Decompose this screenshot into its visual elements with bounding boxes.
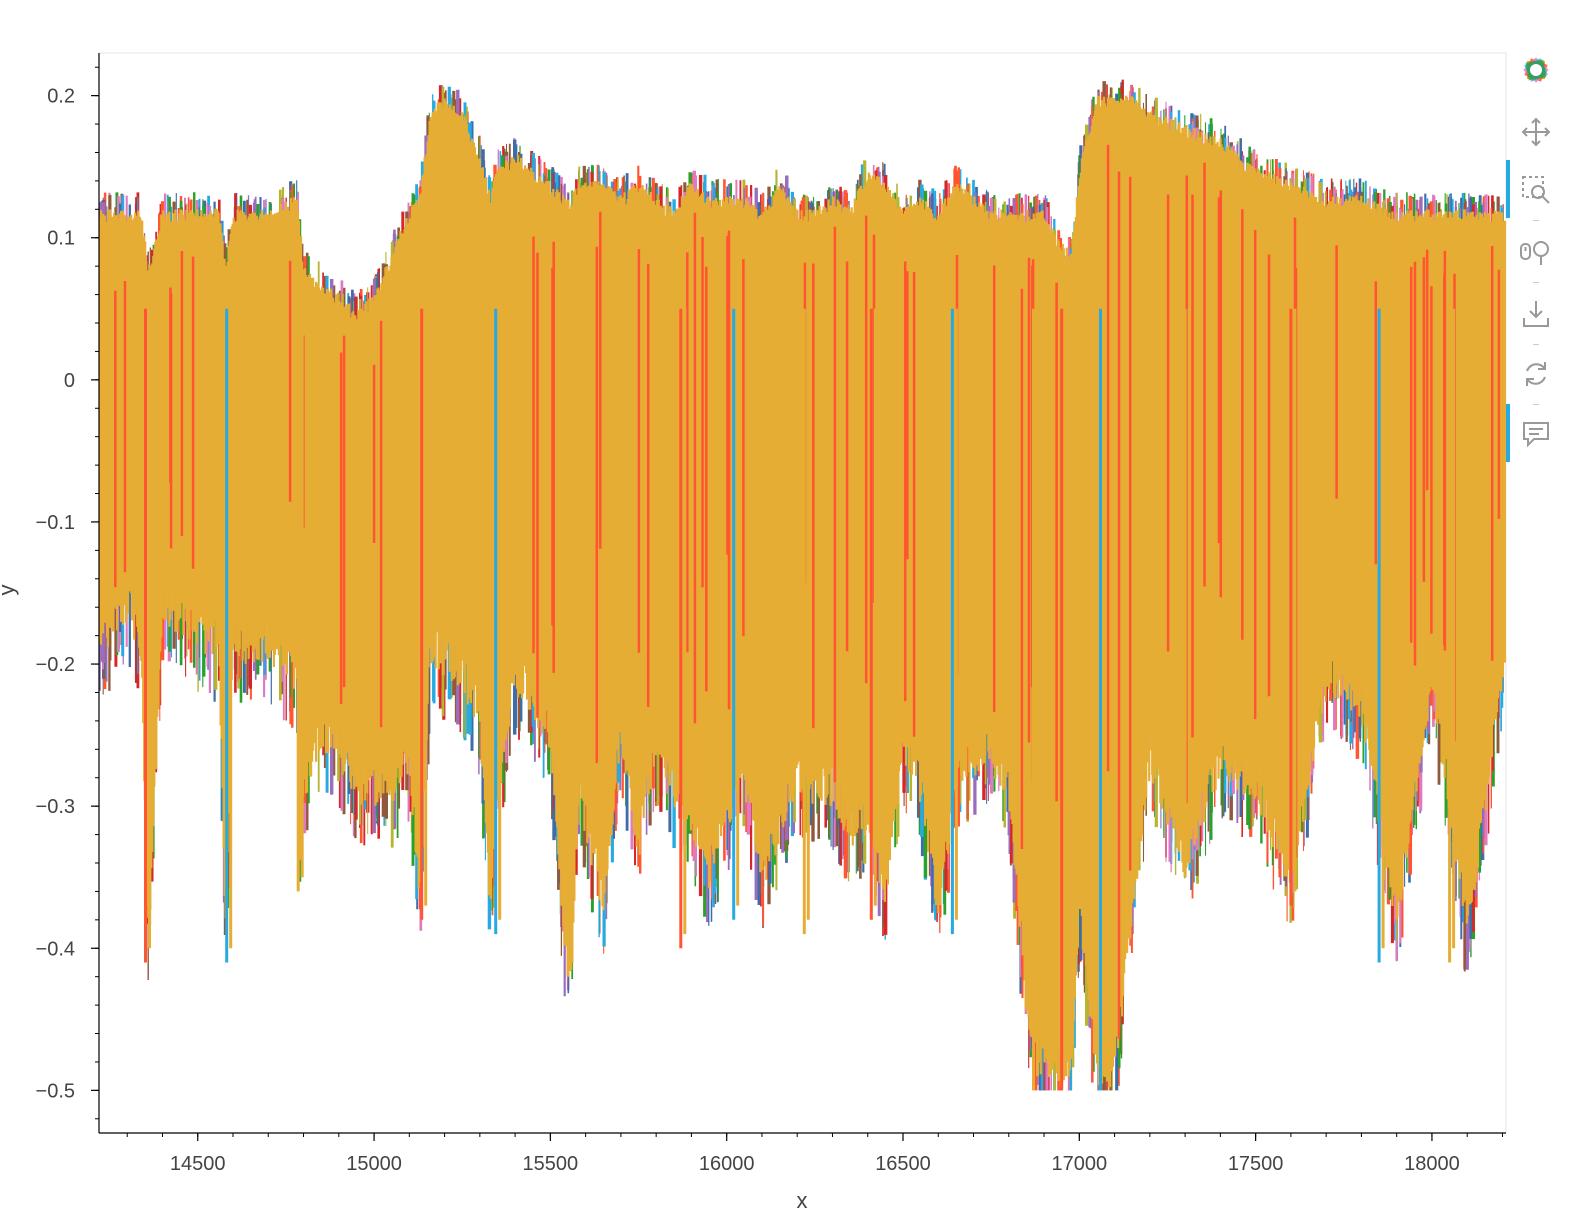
y-tick-label: −0.1: [36, 512, 75, 534]
x-tick-label: 15500: [523, 1153, 579, 1175]
active-tool-indicator: [1506, 404, 1510, 462]
x-tick-label: 16000: [699, 1153, 755, 1175]
x-tick-label: 17000: [1052, 1153, 1108, 1175]
x-axis-label: x: [797, 1188, 808, 1210]
y-tick-label: 0.2: [47, 86, 75, 108]
y-tick-label: −0.5: [36, 1080, 75, 1102]
toolbar-separator: [1533, 404, 1539, 405]
box-zoom-icon[interactable]: [1516, 170, 1556, 210]
y-tick-label: −0.2: [36, 654, 75, 676]
toolbar-separator: [1533, 344, 1539, 345]
active-tool-indicator: [1506, 160, 1510, 218]
x-tick-label: 15000: [346, 1153, 402, 1175]
y-tick-label: 0.1: [47, 228, 75, 250]
series-lines: [99, 79, 1506, 1091]
x-tick-label: 17500: [1228, 1153, 1284, 1175]
toolbar: [1506, 48, 1566, 488]
bokeh-logo-icon[interactable]: [1516, 50, 1556, 90]
x-tick-label: 18000: [1404, 1153, 1460, 1175]
toolbar-separator: [1533, 282, 1539, 283]
save-icon[interactable]: [1516, 294, 1556, 334]
wheel-zoom-icon[interactable]: [1516, 232, 1556, 272]
hover-icon[interactable]: [1516, 414, 1556, 454]
reset-icon[interactable]: [1516, 354, 1556, 394]
y-axis-label: y: [0, 585, 19, 596]
x-tick-label: 16500: [875, 1153, 931, 1175]
x-tick-label: 14500: [170, 1153, 226, 1175]
axes: 0.2 0.1 0 −0.1 −0.2 −0.3 −0.4 −0.5 14500 15000 155…: [36, 53, 1506, 1175]
y-tick-label: −0.4: [36, 938, 75, 960]
toolbar-separator: [1533, 220, 1539, 221]
pan-icon[interactable]: [1516, 112, 1556, 152]
y-tick-label: 0: [64, 370, 75, 392]
y-tick-label: −0.3: [36, 796, 75, 818]
